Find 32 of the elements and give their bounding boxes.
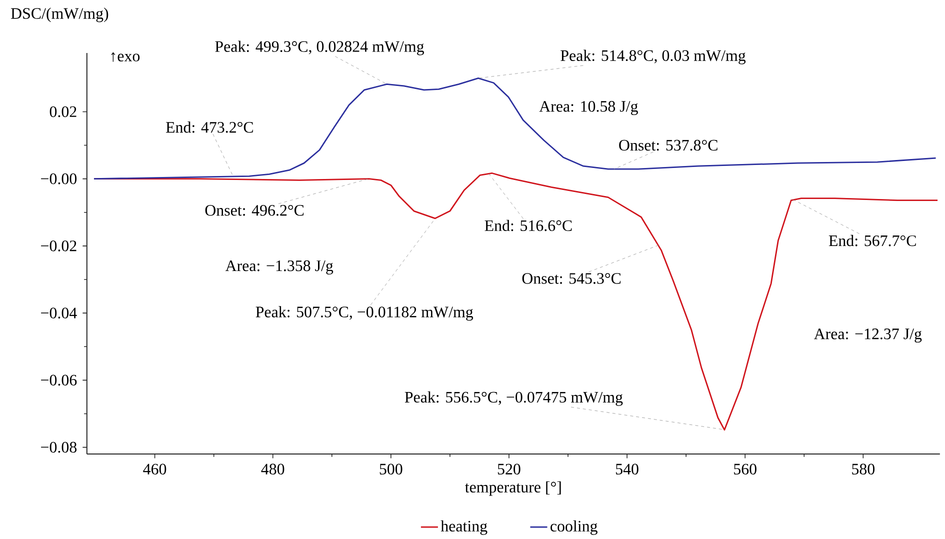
x-axis-title: temperature [°] [465,481,561,496]
annotation: Area: 10.58 J/g [539,101,638,116]
y-tick-label: 0.02 [50,106,76,118]
annotation: End: 567.7°C [828,234,916,246]
annotation: Onset: 545.3°C [522,273,621,284]
line-series [93,77,936,180]
x-tick-label: 480 [261,464,284,475]
x-tick-label: 500 [380,464,402,475]
y-tick-label: −0.00 [41,173,77,184]
annotation: Area: −12.37 J/g [814,328,922,343]
annotation: Area: −1.358 J/g [225,260,334,274]
y-axis-title: DSC/(mW/mg) [10,8,108,22]
y-tick-label: −0.08 [41,442,77,453]
annotation: Onset: 537.8°C [619,140,718,151]
legend-label: heating [440,520,488,535]
y-tick-label: −0.04 [41,308,77,318]
annotation: Peak: 514.8°C, 0.03 mW/mg [560,50,746,64]
annotation: End: 516.6°C [484,220,572,232]
x-tick-label: 540 [616,464,638,475]
annotation: Peak: 507.5°C, −0.01182 mW/mg [256,306,474,321]
x-tick-label: 460 [143,464,166,475]
x-tick-label: 520 [498,464,520,475]
annotation: Peak: 499.3°C, 0.02824 mW/mg [215,40,424,56]
legend-label: cooling [550,520,598,535]
annotation: ↑exo [111,52,140,62]
y-tick-label: −0.02 [41,240,76,252]
x-tick-label: 560 [734,464,756,475]
x-tick-label: 580 [852,464,875,475]
annotation: Onset: 496.2°C [205,204,304,216]
annotation: Peak: 556.5°C, −0.07475 mW/mg [404,391,623,406]
y-tick-label: −0.06 [41,374,77,386]
annotation: End: 473.2°C [166,122,253,133]
